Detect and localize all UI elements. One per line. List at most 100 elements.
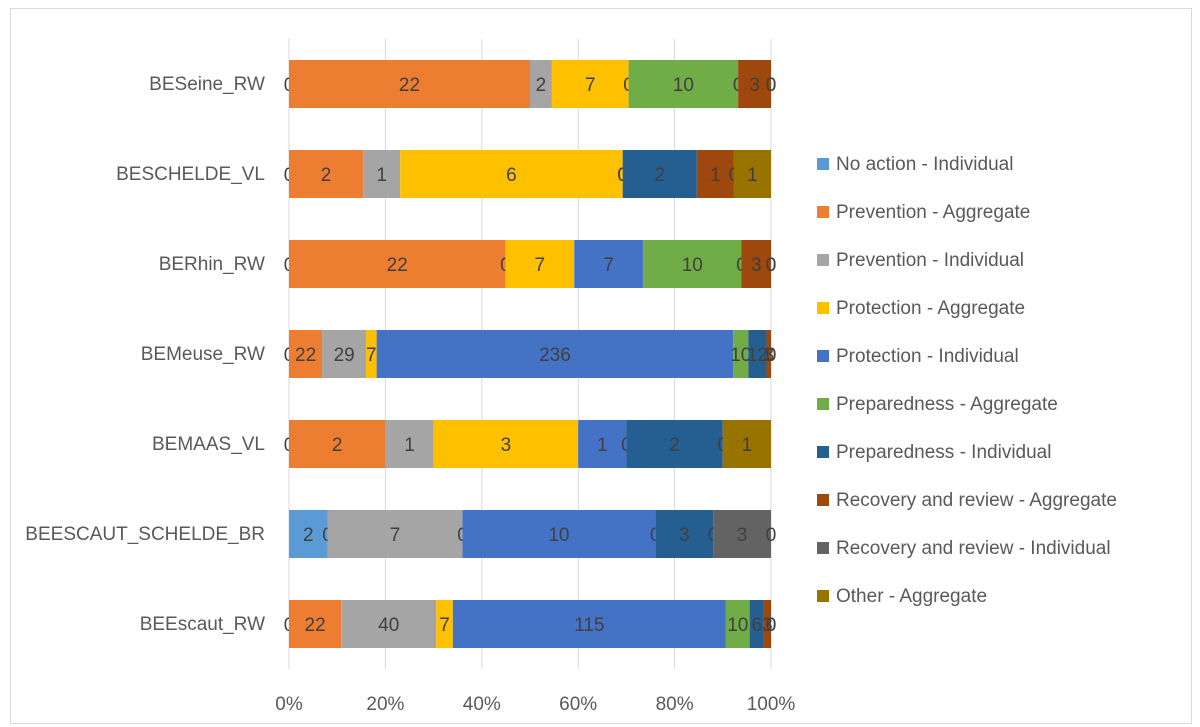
data-label: 10 xyxy=(682,255,703,276)
bar-segment xyxy=(400,150,623,198)
bar-segment xyxy=(322,330,367,378)
legend-label: Protection - Aggregate xyxy=(836,298,1025,319)
data-label: 0 xyxy=(766,615,777,636)
data-label: 29 xyxy=(334,345,355,366)
data-label: 7 xyxy=(366,345,377,366)
data-label: 0 xyxy=(766,345,777,366)
category-label: BESeine_RW xyxy=(149,74,265,95)
x-tick-label: 80% xyxy=(656,694,694,715)
category-label: BEMeuse_RW xyxy=(141,344,265,365)
data-label: 12 xyxy=(747,345,768,366)
bar-segment xyxy=(643,240,742,288)
bar-segment xyxy=(530,60,552,108)
legend-label: Recovery and review - Aggregate xyxy=(836,490,1117,511)
bar-segment xyxy=(433,420,579,468)
bar-segment xyxy=(385,420,434,468)
bar-segment xyxy=(713,510,771,558)
legend-label: Prevention - Aggregate xyxy=(836,202,1030,223)
x-tick-label: 100% xyxy=(747,694,796,715)
data-label: 2 xyxy=(654,165,665,186)
data-label: 3 xyxy=(501,435,512,456)
data-label: 7 xyxy=(585,75,596,96)
bar-segment xyxy=(578,420,627,468)
bar-segment xyxy=(626,420,723,468)
data-label: 0 xyxy=(766,615,777,636)
bar-segment xyxy=(341,600,437,648)
legend-swatch xyxy=(817,446,829,458)
data-label: 2 xyxy=(536,75,547,96)
bar-segment xyxy=(763,600,771,648)
data-label: 22 xyxy=(387,255,408,276)
x-tick-label: 40% xyxy=(463,694,501,715)
data-label: 10 xyxy=(730,345,751,366)
data-label: 0 xyxy=(766,345,777,366)
bar-segment xyxy=(741,240,771,288)
data-label: 7 xyxy=(603,255,614,276)
bar-segment xyxy=(366,330,377,378)
data-label: 0 xyxy=(766,525,777,546)
bar-segment xyxy=(733,150,771,198)
data-label: 0 xyxy=(766,75,777,96)
category-label: BERhin_RW xyxy=(159,254,265,275)
bar-segment xyxy=(766,330,771,378)
bar-segment xyxy=(289,420,386,468)
bar-segment xyxy=(452,600,726,648)
data-label: 3 xyxy=(679,525,690,546)
bar-segment xyxy=(289,330,323,378)
legend-swatch xyxy=(817,350,829,362)
bar-segment xyxy=(376,330,734,378)
bar-segment xyxy=(289,60,530,108)
bar-segment xyxy=(733,330,749,378)
bar-segment xyxy=(748,330,767,378)
bar-segment xyxy=(622,150,697,198)
data-label: 0 xyxy=(766,75,777,96)
data-label: 1 xyxy=(376,165,387,186)
legend-swatch xyxy=(817,590,829,602)
legend-swatch xyxy=(817,398,829,410)
category-label: BEMAAS_VL xyxy=(152,434,265,455)
data-label: 0 xyxy=(766,255,777,276)
data-label: 1 xyxy=(710,165,721,186)
bar-segment xyxy=(628,60,739,108)
data-label: 2 xyxy=(321,165,332,186)
data-label: 1 xyxy=(597,435,608,456)
bar-segment xyxy=(363,150,401,198)
data-label: 10 xyxy=(548,525,569,546)
bar-segment xyxy=(289,150,364,198)
data-label: 115 xyxy=(574,615,604,636)
legend-swatch xyxy=(817,206,829,218)
bar-segment xyxy=(327,510,463,558)
data-label: 0 xyxy=(766,255,777,276)
data-label: 10 xyxy=(727,615,748,636)
bar-segment xyxy=(551,60,629,108)
bar-segment xyxy=(655,510,714,558)
data-label: 6 xyxy=(751,615,762,636)
data-label: 7 xyxy=(439,615,450,636)
legend-label: Other - Aggregate xyxy=(836,586,987,607)
legend-label: Preparedness - Aggregate xyxy=(836,394,1058,415)
data-label: 22 xyxy=(399,75,420,96)
x-tick-label: 20% xyxy=(366,694,404,715)
bar-segment xyxy=(749,600,764,648)
data-label: 1 xyxy=(742,435,753,456)
legend-label: Protection - Individual xyxy=(836,346,1019,367)
bar-segment xyxy=(696,150,734,198)
data-label: 3 xyxy=(737,525,748,546)
bar-segment xyxy=(505,240,575,288)
legend-swatch xyxy=(817,302,829,314)
data-label: 3 xyxy=(763,345,774,366)
data-label: 6 xyxy=(506,165,517,186)
data-label: 236 xyxy=(539,345,571,366)
chart-area: 0%20%40%60%80%100%BESeine_RW022270100300… xyxy=(10,8,1192,724)
category-label: BEESCAUT_SCHELDE_BR xyxy=(25,524,265,545)
legend-label: Recovery and review - Individual xyxy=(836,538,1111,559)
legend-label: Prevention - Individual xyxy=(836,250,1024,271)
category-label: BEEscaut_RW xyxy=(140,614,265,635)
bar-segment xyxy=(436,600,453,648)
data-label: 7 xyxy=(535,255,546,276)
data-label: 40 xyxy=(378,615,399,636)
legend-label: No action - Individual xyxy=(836,154,1013,175)
data-label: 1 xyxy=(404,435,415,456)
data-label: 22 xyxy=(295,345,316,366)
bar-segment xyxy=(722,420,771,468)
